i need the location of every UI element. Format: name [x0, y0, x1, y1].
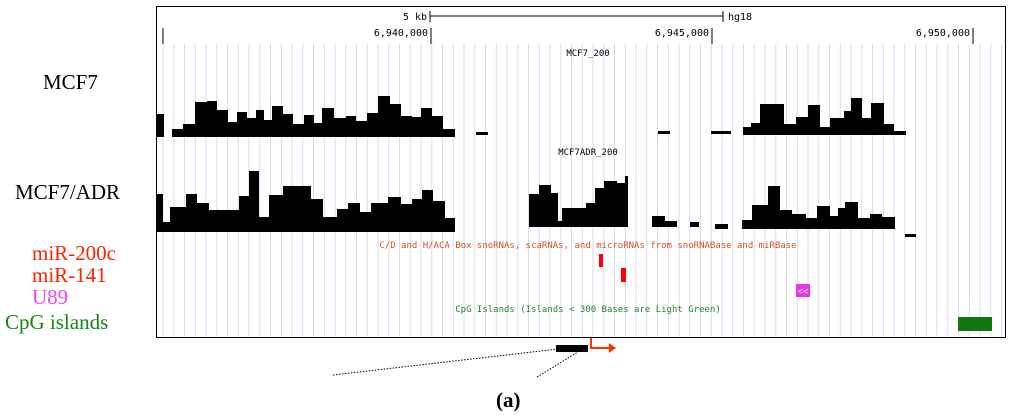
track-label-mcf7adr: MCF7/ADR	[15, 180, 121, 204]
track-label-mcf7: MCF7	[43, 70, 98, 94]
snorna-track-title: C/D and H/ACA Box snoRNAs, scaRNAs, and …	[379, 241, 796, 251]
ruler-tick-3: 6,950,000	[916, 28, 970, 39]
signal-mcf7	[157, 96, 455, 137]
figure-caption: (a)	[496, 388, 521, 412]
position-ruler	[162, 28, 974, 44]
feature-label-mir-200c: miR-200c	[32, 241, 116, 265]
mir-141-feature	[621, 268, 626, 282]
u89-feature	[796, 284, 810, 297]
genome-browser-panel	[156, 6, 1006, 338]
u89-strand-icon: <<	[798, 287, 809, 297]
track-title-mcf7: MCF7_200	[566, 49, 609, 59]
cpg-island-feature	[958, 317, 992, 331]
ruler-tick-1: 6,940,000	[374, 28, 428, 39]
scale-length-label: 5 kb	[403, 12, 427, 23]
cpg-track-title: CpG Islands (Islands < 300 Bases are Lig…	[455, 305, 721, 315]
feature-label-mir-141: miR-141	[32, 263, 107, 287]
feature-label-u89: U89	[32, 285, 69, 309]
signal-mcf7adr	[157, 171, 455, 232]
zoom-guide-right	[536, 351, 579, 378]
signal-mcf7adr-blocks	[529, 176, 916, 237]
scale-bar	[429, 11, 724, 22]
ruler-tick-2: 6,945,000	[655, 28, 709, 39]
assembly-label: hg18	[728, 12, 752, 23]
feature-label-cpg-islands: CpG islands	[5, 310, 109, 334]
mir-200c-feature	[599, 254, 603, 267]
tss-arrow-icon	[590, 338, 616, 353]
track-title-mcf7adr: MCF7ADR_200	[558, 148, 618, 158]
grid-lines	[162, 44, 1002, 336]
zoom-guide-left	[332, 348, 559, 376]
promoter-region-bar	[556, 345, 588, 352]
signal-mcf7-blocks	[476, 98, 906, 135]
